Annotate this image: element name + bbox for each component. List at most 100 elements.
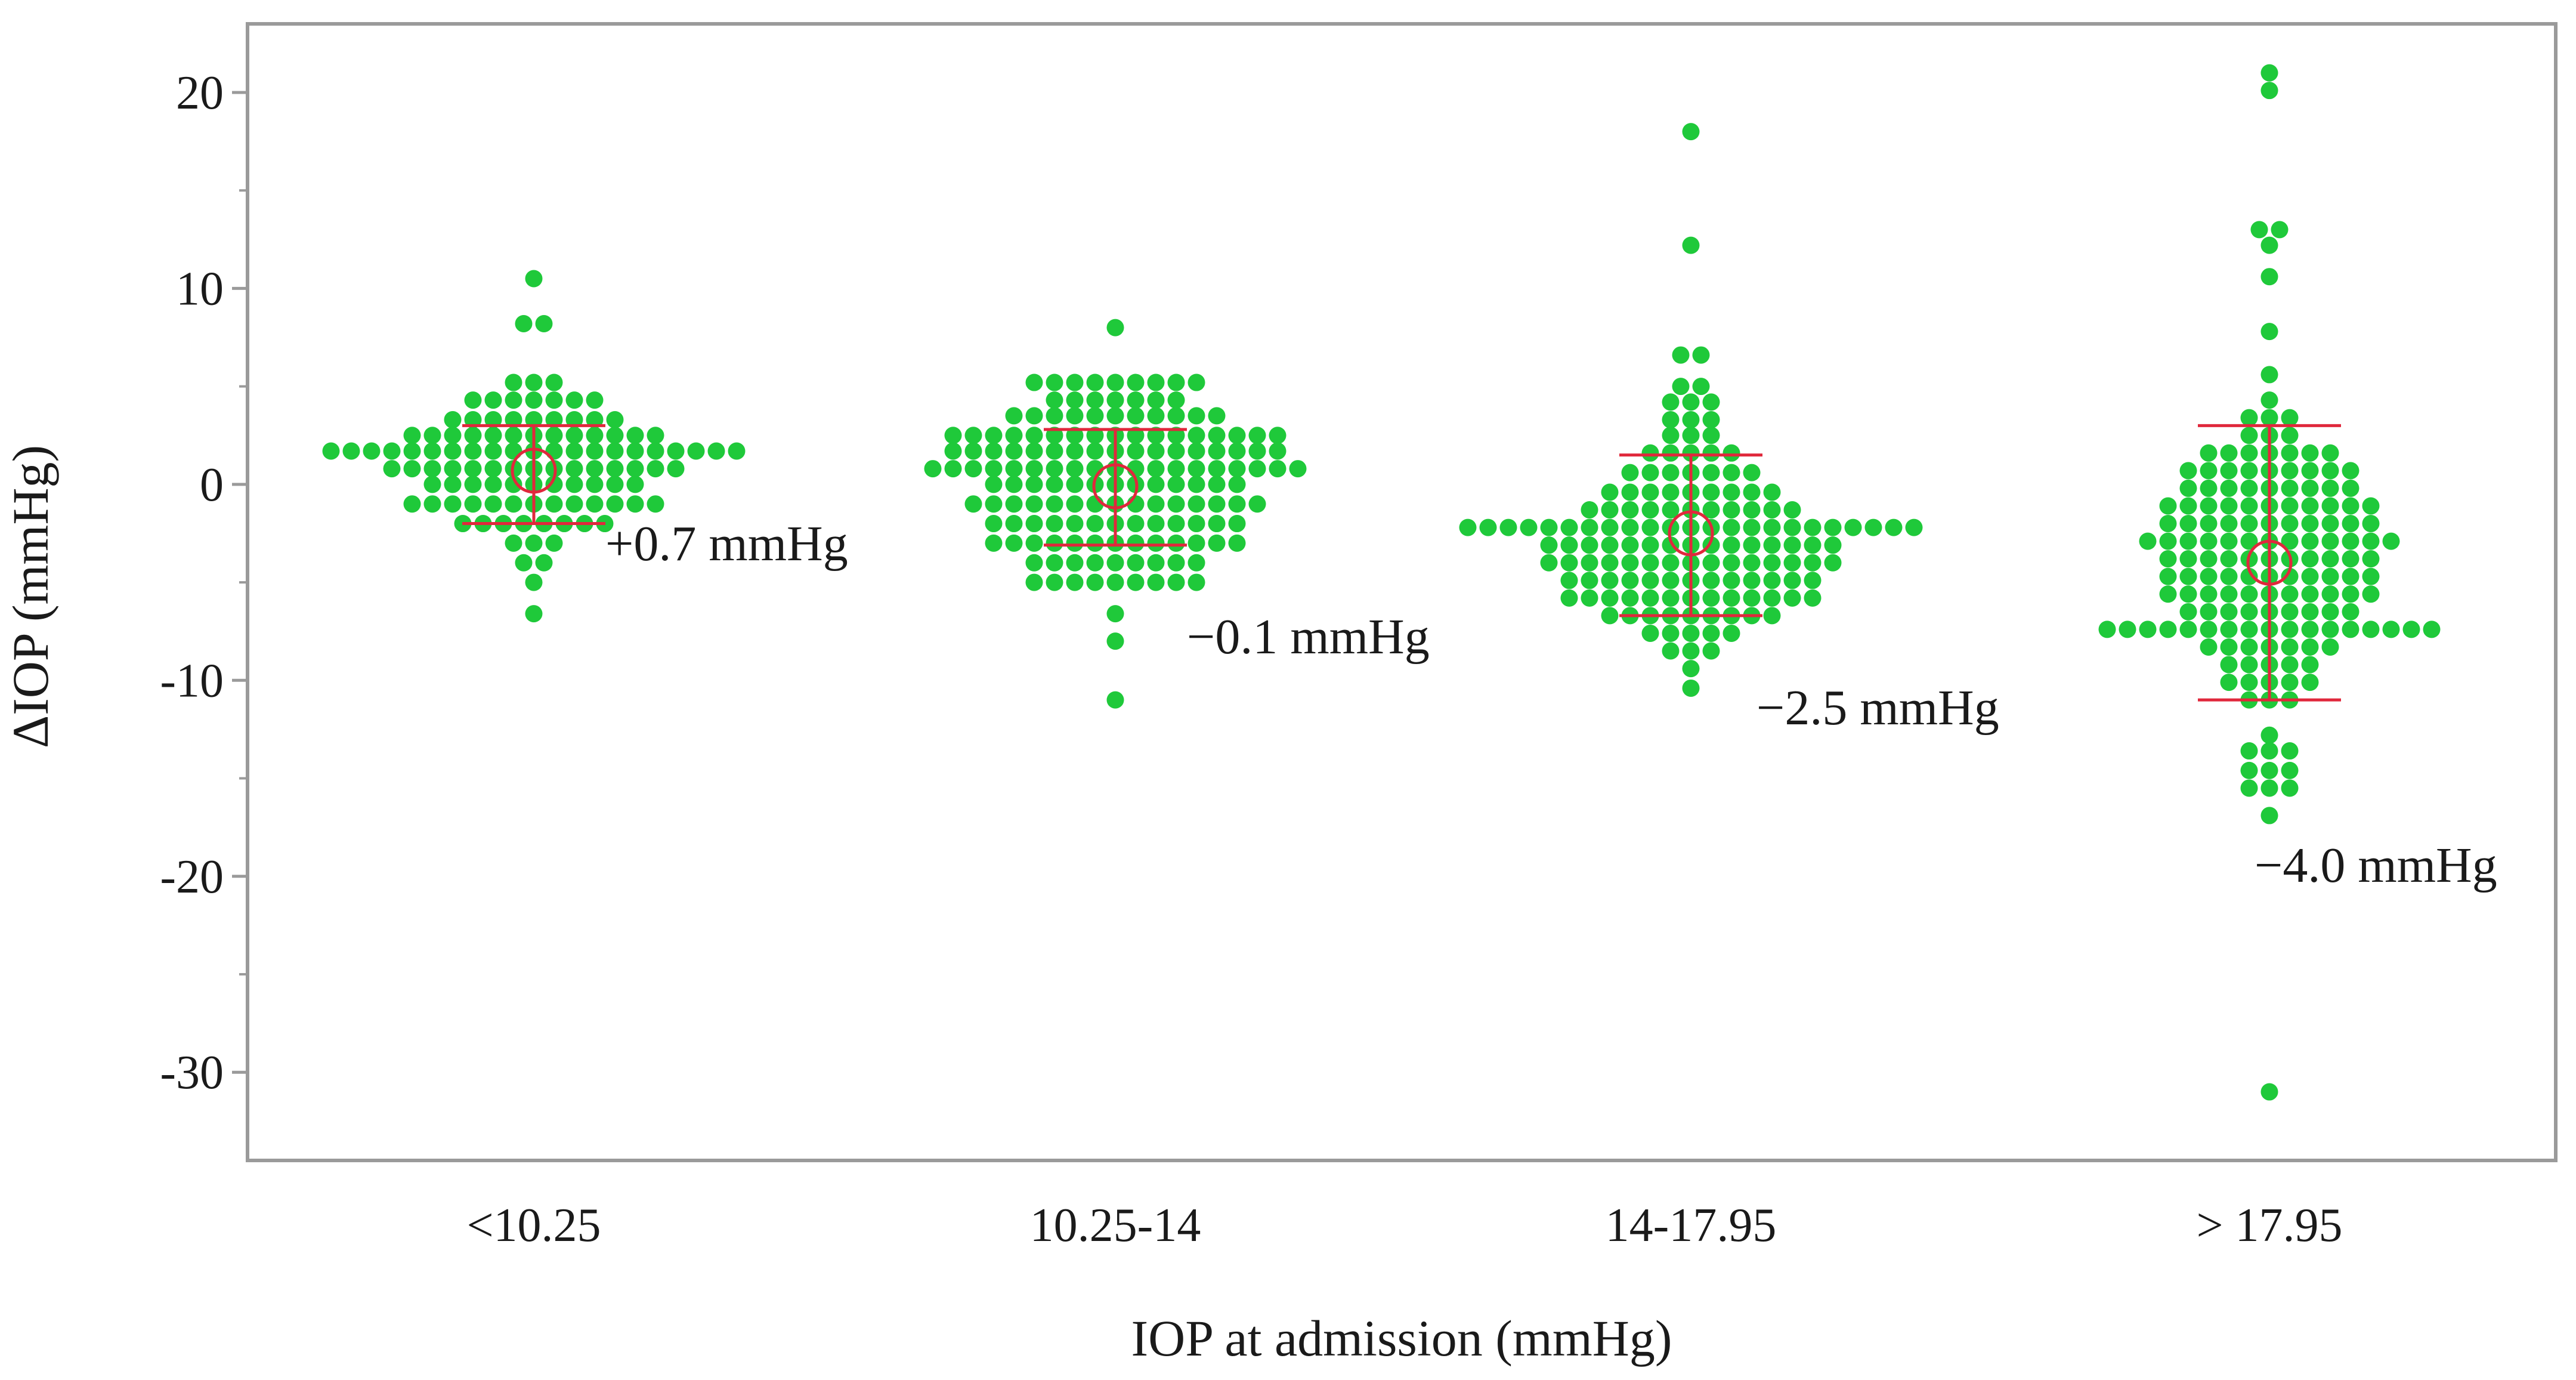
data-point [1046,534,1063,552]
data-point [444,495,462,513]
data-point [1702,483,1720,501]
data-point [1106,605,1124,623]
data-point [2301,603,2319,620]
data-point [1702,642,1720,660]
data-point [2240,638,2258,656]
data-point [1723,572,1740,589]
data-point [2260,726,2278,744]
data-point [1025,427,1043,444]
data-point [1248,442,1266,460]
data-point [1702,444,1720,462]
data-point [444,442,462,460]
data-point [1167,373,1185,391]
data-point [322,442,340,460]
data-point [484,427,502,444]
data-point [2159,550,2177,568]
data-point [1208,442,1226,460]
data-point [1188,515,1205,533]
data-point [985,442,1003,460]
data-point [1864,518,1882,536]
data-point [924,460,942,478]
data-point [1783,554,1801,572]
data-point [1188,373,1205,391]
data-point [1066,534,1084,552]
data-point [2200,532,2218,550]
data-point [1641,518,1659,536]
data-point [1479,518,1497,536]
data-point [383,460,401,478]
data-point [1540,518,1558,536]
data-point [1682,123,1700,141]
data-point [1560,572,1578,589]
data-point [2220,674,2238,691]
data-point [2423,620,2441,638]
data-point [1167,391,1185,409]
data-point [1167,442,1185,460]
data-point [606,495,624,513]
error-bar-layer [462,424,2341,702]
data-point [1804,589,1822,607]
data-point [1763,607,1781,625]
data-point [1783,536,1801,554]
data-point [1641,501,1659,519]
data-point [2362,497,2380,515]
data-point [1025,476,1043,493]
data-point [2321,603,2339,620]
data-point [1046,407,1063,425]
data-point [1066,515,1084,533]
data-point [1066,554,1084,572]
data-point [1167,476,1185,493]
data-point [2139,532,2157,550]
data-point [2240,479,2258,497]
data-point [1248,495,1266,513]
data-point [2281,761,2299,779]
data-point [944,442,962,460]
data-point [1844,518,1862,536]
data-point [2200,550,2218,568]
data-point [464,427,482,444]
data-point [1147,554,1165,572]
data-point [1601,554,1619,572]
data-point [2301,497,2319,515]
data-point [2220,532,2238,550]
data-point [1662,410,1680,428]
data-point [606,476,624,493]
data-point [2301,532,2319,550]
data-point [1641,624,1659,642]
data-point [1046,373,1063,391]
data-point [444,427,462,444]
group-swarm [2098,64,2441,1101]
data-point [505,410,522,428]
data-point [2240,497,2258,515]
data-point [2281,515,2299,533]
data-point [1743,501,1761,519]
data-point [545,534,563,552]
data-point [2240,620,2258,638]
data-point [505,391,522,409]
data-point [1147,495,1165,513]
data-point [1269,460,1287,478]
data-point [2200,444,2218,462]
data-point [2250,221,2268,239]
data-point [2220,638,2238,656]
data-point [545,476,563,493]
data-point [1621,501,1639,519]
data-point [1662,464,1680,481]
data-point [1763,483,1781,501]
data-point [2179,479,2197,497]
data-point [1662,483,1680,501]
data-point [1208,407,1226,425]
data-point [1662,624,1680,642]
data-point [2240,462,2258,480]
data-point [2342,585,2359,603]
data-point [1662,393,1680,411]
data-point [464,410,482,428]
data-point [1682,393,1700,411]
data-point [2321,515,2339,533]
data-point [2342,603,2359,620]
data-point [2321,462,2339,480]
data-point [2342,620,2359,638]
data-point [2220,620,2238,638]
data-point [1106,554,1124,572]
mean-annotation: −4.0 mmHg [2255,838,2497,893]
